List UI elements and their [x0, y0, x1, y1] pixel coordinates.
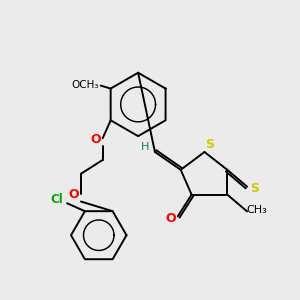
- Text: S: S: [250, 182, 260, 195]
- Text: OCH₃: OCH₃: [71, 80, 99, 90]
- Text: O: O: [69, 188, 79, 201]
- Text: S: S: [205, 138, 214, 151]
- Text: CH₃: CH₃: [247, 206, 267, 215]
- Text: O: O: [91, 133, 101, 146]
- Text: O: O: [166, 212, 176, 225]
- Text: H: H: [141, 142, 149, 152]
- Text: Cl: Cl: [51, 193, 64, 206]
